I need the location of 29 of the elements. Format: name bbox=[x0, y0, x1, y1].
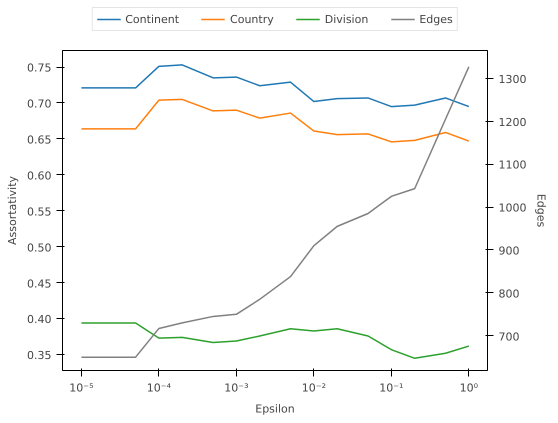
y-tick-label: 0.45 bbox=[27, 277, 52, 290]
y-tick-label: 0.55 bbox=[27, 205, 52, 218]
x-tick-label: 10⁻³ bbox=[224, 382, 249, 394]
y-tick-label: 0.50 bbox=[27, 241, 52, 254]
y-tick-label: 0.65 bbox=[27, 133, 52, 146]
x-tick-label: 10⁻¹ bbox=[379, 382, 404, 394]
legend-label: Continent bbox=[125, 12, 180, 26]
y2-tick-label: 900 bbox=[498, 244, 520, 258]
y-tick-label: 0.35 bbox=[27, 349, 52, 362]
y2-tick-label: 700 bbox=[498, 330, 520, 344]
y2-tick-label: 1000 bbox=[498, 202, 526, 215]
y2-tick-label: 1200 bbox=[498, 116, 526, 129]
x-tick-label: 10⁻⁴ bbox=[146, 382, 172, 394]
legend-label: Country bbox=[230, 12, 274, 26]
legend-label: Edges bbox=[419, 12, 453, 26]
y-tick-label: 0.70 bbox=[27, 97, 52, 110]
y-axis-title: Assortativity bbox=[6, 175, 20, 246]
legend-label: Division bbox=[324, 12, 368, 26]
y2-tick-label: 800 bbox=[498, 287, 520, 300]
x-tick-label: 10⁻⁵ bbox=[69, 382, 94, 394]
y2-axis-title: Edges bbox=[534, 194, 548, 228]
y2-tick-label: 1300 bbox=[498, 72, 526, 86]
y-tick-label: 0.40 bbox=[27, 313, 52, 326]
y-tick-label: 0.75 bbox=[27, 62, 52, 75]
x-axis-title: Epsilon bbox=[255, 402, 295, 416]
y2-tick-label: 1100 bbox=[498, 158, 526, 172]
x-tick-label: 10⁰ bbox=[460, 382, 479, 394]
x-tick-label: 10⁻² bbox=[302, 382, 326, 394]
y-tick-label: 0.60 bbox=[27, 169, 52, 182]
